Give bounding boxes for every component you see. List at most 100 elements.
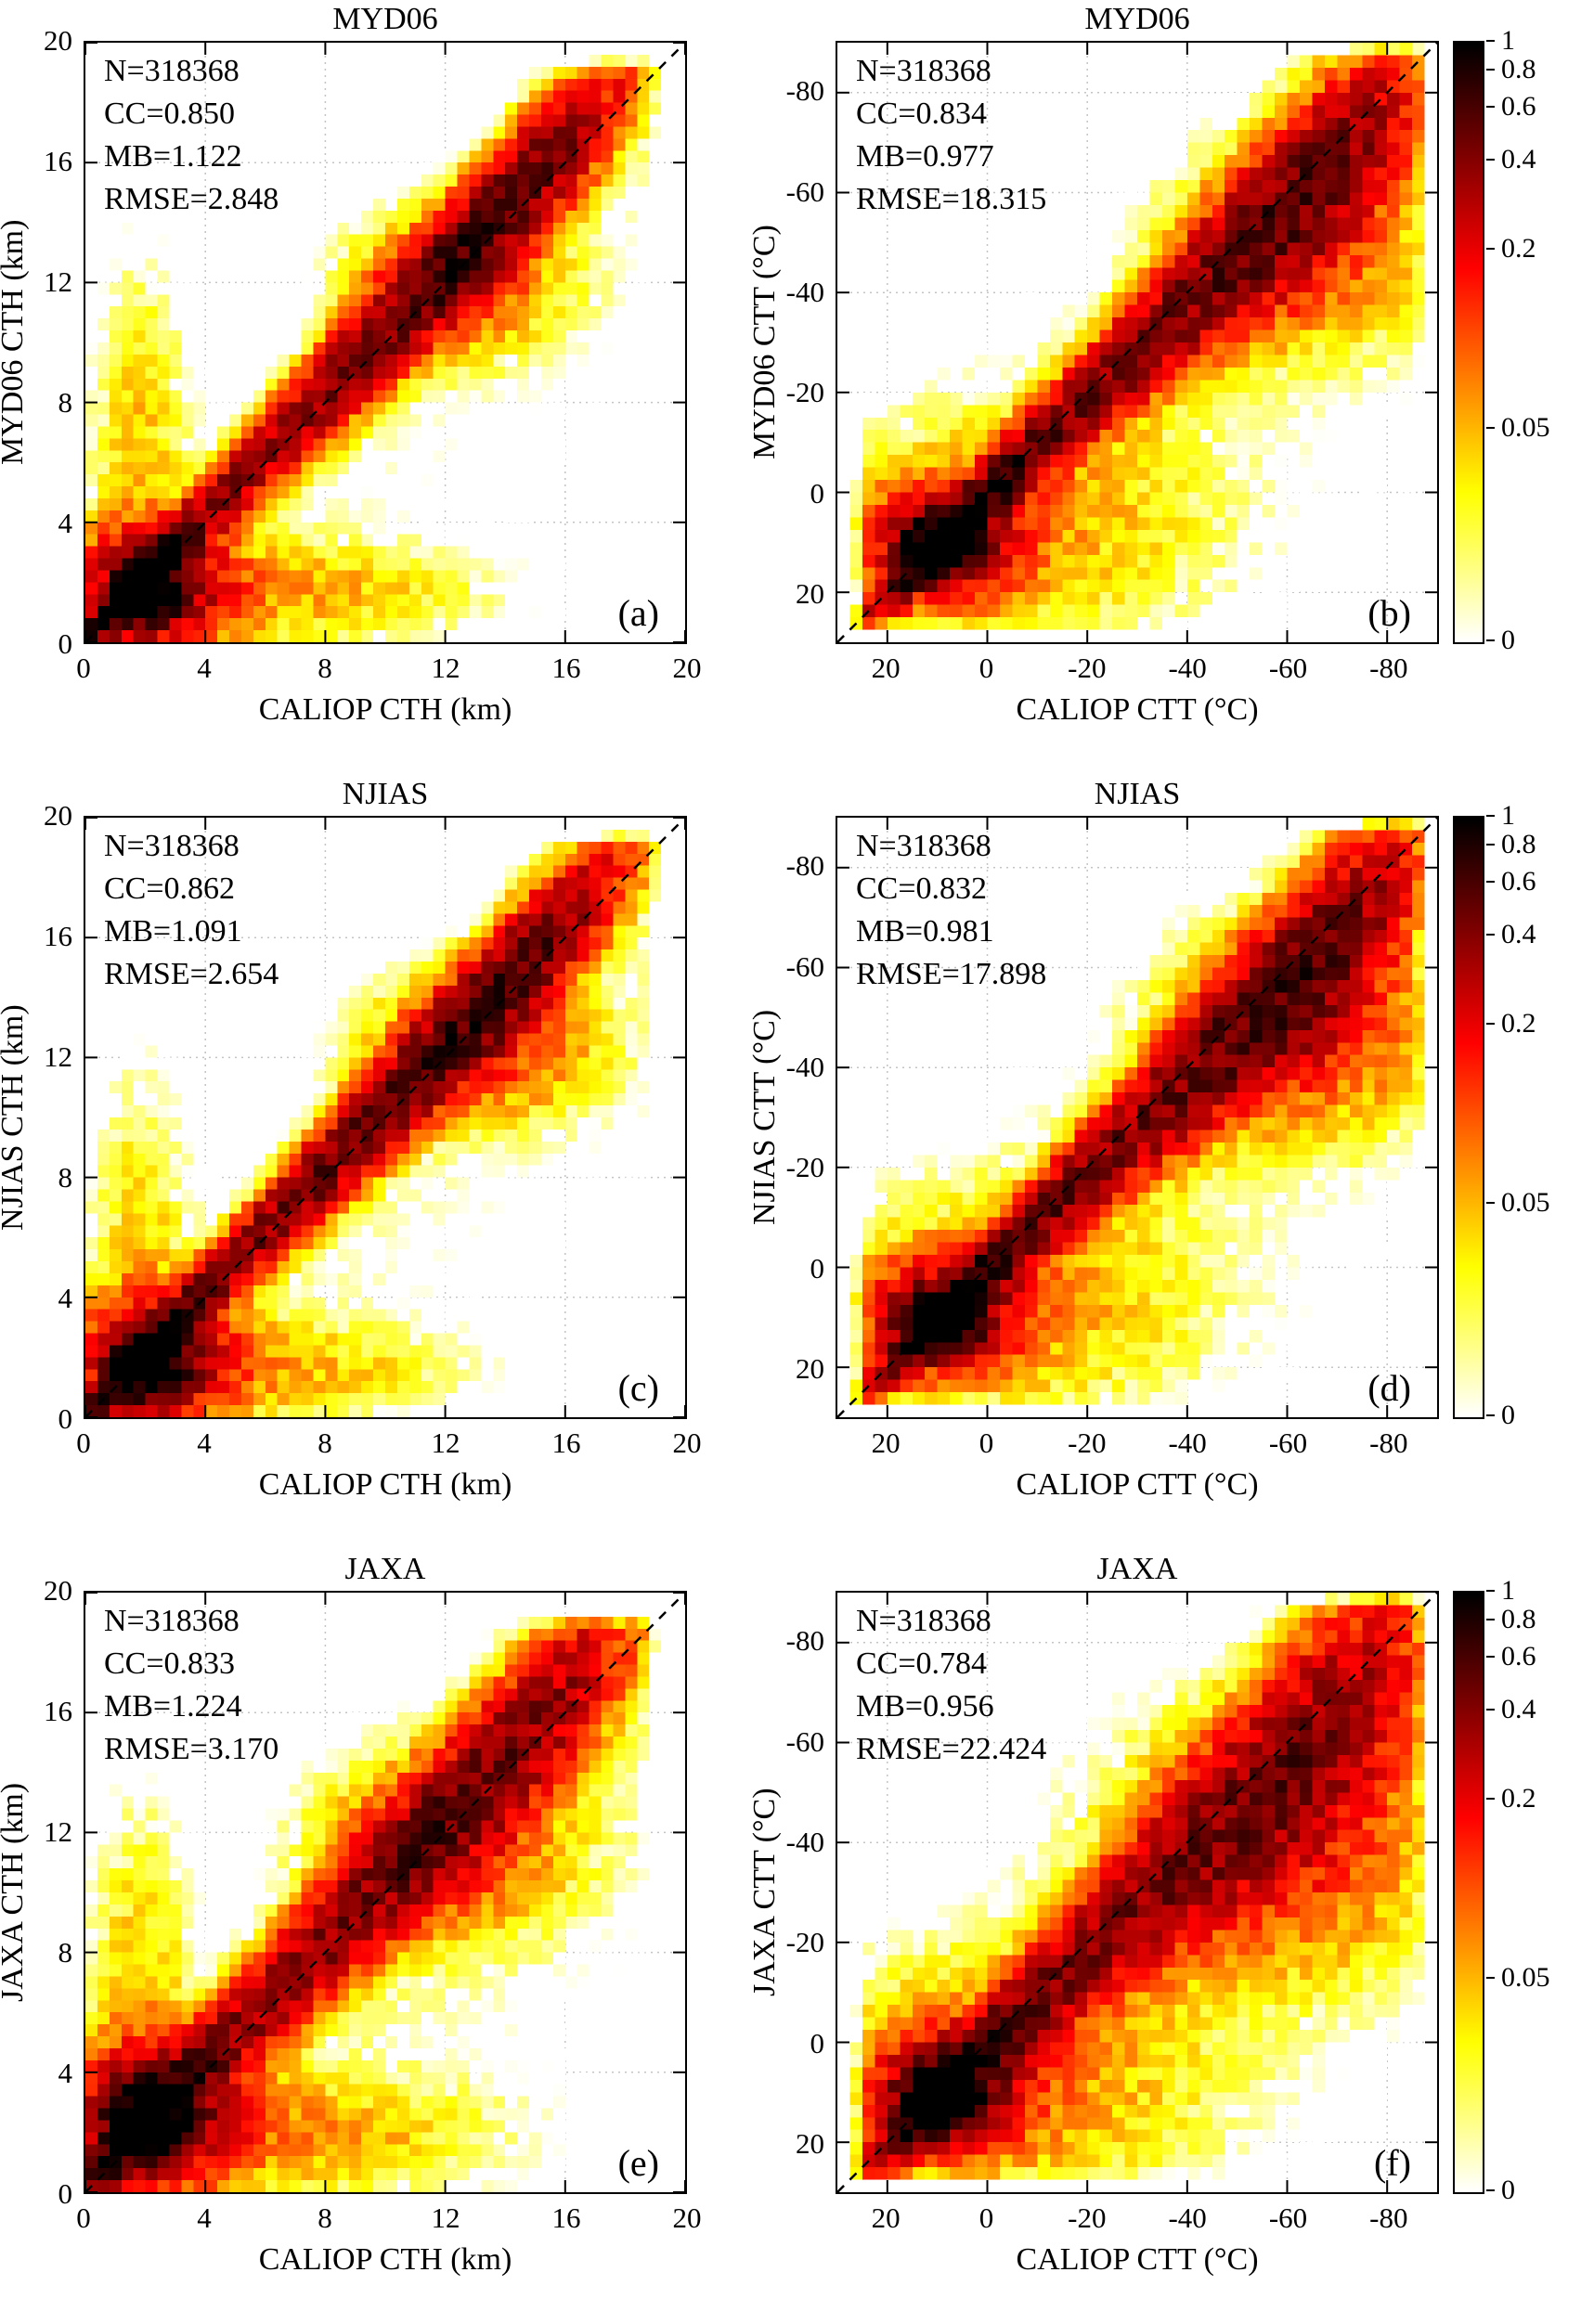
x-tick-labels: 0 4 8 12 16 20: [76, 1427, 701, 1460]
x-tick-label: 20: [672, 2201, 702, 2234]
panel-title: NJIAS: [342, 777, 429, 811]
x-tick-label: -40: [1168, 2201, 1207, 2234]
colorbar-tick-label: 0: [1501, 625, 1515, 655]
colorbar: [1453, 816, 1484, 1419]
panel-c: NJIAS NJIAS CTH (km) N=318368 CC=0.862 M…: [0, 777, 836, 1519]
stat-rmse: RMSE=2.654: [104, 957, 279, 991]
x-tick-label: 12: [431, 652, 460, 684]
colorbar-tick-mark: [1486, 1590, 1495, 1592]
x-axis-label: CALIOP CTT (°C): [1016, 1467, 1259, 1502]
panel-letter: (b): [1367, 592, 1411, 634]
y-tick-label: -80: [785, 1624, 824, 1658]
colorbar-tick-label: 0.4: [1501, 918, 1536, 949]
y-tick-label: 8: [58, 386, 73, 419]
y-tick-label: 0: [58, 1402, 73, 1435]
stat-cc: CC=0.784: [856, 1646, 988, 1681]
colorbar-tick-label: 0.2: [1501, 233, 1536, 265]
colorbar-tick-mark: [1486, 1708, 1495, 1711]
colorbar-tick-mark: [1486, 427, 1495, 430]
y-tick-labels: 20 0 -20 -40 -60 -80: [758, 816, 830, 1419]
colorbar-tick-label: 0.6: [1501, 91, 1536, 123]
y-tick-label: 4: [58, 507, 73, 539]
stat-rmse: RMSE=17.898: [856, 957, 1047, 991]
y-tick-label: -40: [785, 1825, 824, 1858]
x-tick-label: 16: [551, 652, 581, 684]
stat-n: N=318368: [104, 1604, 240, 1638]
colorbar-tick-mark: [1486, 1977, 1495, 1980]
x-tick-label: 0: [978, 2201, 994, 2234]
colorbar-tick-label: 0.6: [1501, 866, 1536, 897]
y-tick-label: 20: [796, 576, 824, 610]
x-tick-label: 8: [318, 652, 332, 684]
colorbar-tick-mark: [1486, 1023, 1495, 1026]
y-tick-label: 20: [44, 799, 72, 832]
stat-n: N=318368: [104, 829, 240, 863]
stat-mb: MB=1.122: [104, 139, 242, 174]
colorbar-tick-mark: [1486, 639, 1495, 641]
x-tick-labels: 20 0 -20 -40 -60 -80: [836, 652, 1439, 685]
x-tick-label: 12: [431, 2201, 460, 2234]
y-tick-label: 16: [44, 920, 72, 952]
colorbar-tick-mark: [1486, 1619, 1495, 1620]
y-tick-labels: 0 4 8 12 16 20: [6, 1576, 78, 2209]
stat-n: N=318368: [856, 1604, 991, 1638]
panel-title: JAXA: [1096, 1552, 1178, 1586]
y-tick-label: -40: [785, 275, 824, 308]
colorbar-tick-labels: 1 0.8 0.6 0.4 0.2 0.05 0: [1486, 27, 1579, 654]
axis-ticks-and-identity-line: [837, 1593, 1437, 2192]
stat-mb: MB=1.224: [104, 1689, 242, 1724]
y-tick-label: 0: [810, 476, 825, 510]
x-tick-label: 0: [76, 1427, 91, 1459]
stat-rmse: RMSE=18.315: [856, 182, 1047, 216]
y-tick-label: 20: [44, 1574, 72, 1607]
panel-letter: (e): [617, 2142, 659, 2184]
x-tick-label: -40: [1168, 1427, 1207, 1459]
x-tick-label: 20: [672, 652, 702, 684]
stat-rmse: RMSE=3.170: [104, 1732, 279, 1766]
colorbar-tick-label: 0.2: [1501, 1008, 1536, 1039]
colorbar-tick-label: 0.4: [1501, 1693, 1536, 1724]
colorbar-tick-label: 1: [1501, 1575, 1515, 1606]
x-axis-label: CALIOP CTH (km): [258, 692, 512, 727]
x-tick-labels: 0 4 8 12 16 20: [76, 2201, 701, 2235]
y-tick-label: 20: [796, 1351, 824, 1385]
panel-d: NJIAS NJIAS CTT (°C) N=318368 CC=0.832 M…: [747, 777, 1588, 1519]
colorbar-tick-label: 1: [1501, 800, 1515, 831]
axis-ticks-and-identity-line: [85, 43, 685, 642]
y-tick-label: -20: [785, 376, 824, 409]
stat-mb: MB=0.977: [856, 139, 994, 174]
stats-annotation: N=318368 CC=0.784 MB=0.956 RMSE=22.424: [856, 1600, 1046, 1771]
stats-annotation: N=318368 CC=0.834 MB=0.977 RMSE=18.315: [856, 50, 1046, 221]
panel-letter: (d): [1367, 1367, 1411, 1409]
panel-letter: (a): [617, 592, 659, 634]
colorbar-tick-label: 0.8: [1501, 829, 1536, 859]
stat-cc: CC=0.833: [104, 1646, 236, 1681]
colorbar-gradient: [1455, 818, 1483, 1417]
y-tick-label: -40: [785, 1050, 824, 1083]
colorbar-tick-mark: [1486, 1656, 1495, 1659]
colorbar-tick-mark: [1486, 2189, 1495, 2191]
panel-letter: (c): [617, 1367, 659, 1409]
colorbar-tick-mark: [1486, 248, 1495, 251]
axis-ticks-and-identity-line: [85, 1593, 685, 2192]
stat-mb: MB=0.956: [856, 1689, 994, 1724]
colorbar-tick-mark: [1486, 1414, 1495, 1416]
x-tick-label: -40: [1168, 652, 1207, 684]
y-tick-label: 0: [58, 2177, 73, 2210]
colorbar-tick-mark: [1486, 40, 1495, 42]
colorbar-tick-labels: 1 0.8 0.6 0.4 0.2 0.05 0: [1486, 1577, 1579, 2204]
y-tick-label: 20: [796, 2126, 824, 2160]
x-tick-label: 4: [197, 1427, 212, 1459]
stat-rmse: RMSE=2.848: [104, 182, 279, 216]
colorbar-gradient: [1455, 1593, 1483, 2192]
y-tick-label: 4: [58, 2057, 73, 2089]
colorbar: [1453, 41, 1484, 644]
axis-ticks-and-identity-line: [837, 818, 1437, 1417]
y-tick-label: 0: [810, 2026, 825, 2059]
colorbar-tick-mark: [1486, 158, 1495, 161]
colorbar-tick-label: 0.05: [1501, 1962, 1550, 1994]
stat-cc: CC=0.832: [856, 872, 988, 906]
y-tick-label: 12: [44, 1815, 72, 1848]
stat-rmse: RMSE=22.424: [856, 1732, 1047, 1766]
y-tick-label: 16: [44, 1695, 72, 1727]
